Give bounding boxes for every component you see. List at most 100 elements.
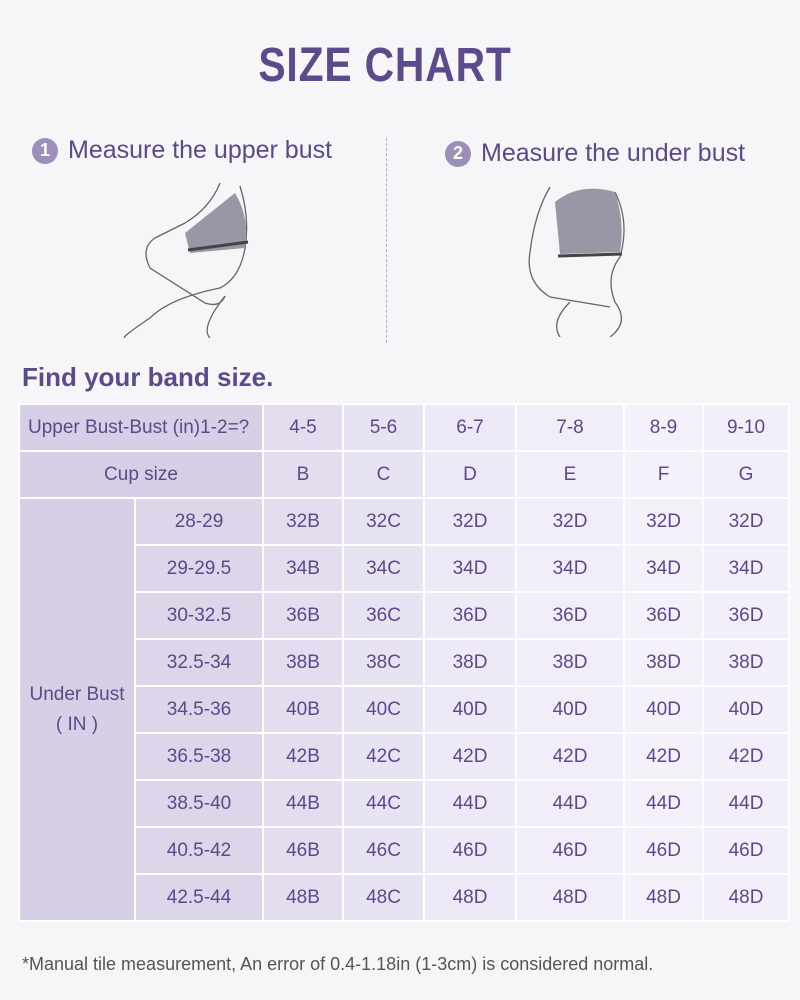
size-cell: 38B bbox=[262, 638, 344, 687]
size-cell: 44D bbox=[623, 779, 704, 828]
size-cell: 40B bbox=[262, 685, 344, 734]
size-cell: 38C bbox=[342, 638, 425, 687]
size-row: 36.5-38 42B 42C 42D 42D 42D 42D bbox=[19, 732, 790, 781]
size-row: 40.5-42 46B 46C 46D 46D 46D 46D bbox=[19, 826, 790, 875]
size-cell: 36C bbox=[342, 591, 425, 640]
cup-cell: B bbox=[262, 450, 344, 499]
header-cell: 8-9 bbox=[623, 403, 704, 452]
cup-cell: C bbox=[342, 450, 425, 499]
size-cell: 40D bbox=[515, 685, 625, 734]
size-cell: 32D bbox=[702, 497, 790, 546]
size-cell: 46B bbox=[262, 826, 344, 875]
size-cell: 42D bbox=[623, 732, 704, 781]
footnote: *Manual tile measurement, An error of 0.… bbox=[22, 954, 654, 974]
size-cell: 34D bbox=[623, 544, 704, 593]
range-cell: 30-32.5 bbox=[134, 591, 264, 640]
step-label: Measure the under bust bbox=[481, 139, 746, 167]
size-chart-table: Upper Bust-Bust (in)1-2=? 4-5 5-6 6-7 7-… bbox=[18, 403, 790, 922]
upper-bust-illustration bbox=[123, 182, 249, 338]
cup-label: Cup size bbox=[18, 450, 264, 499]
header-cell: 6-7 bbox=[423, 403, 517, 452]
size-cell: 44C bbox=[342, 779, 425, 828]
size-cell: 34D bbox=[423, 544, 517, 593]
step-upper-bust: 1 Measure the upper bust bbox=[32, 136, 332, 165]
size-cell: 36D bbox=[623, 591, 704, 640]
cup-cell: E bbox=[515, 450, 625, 499]
size-cell: 44B bbox=[262, 779, 344, 828]
range-cell: 38.5-40 bbox=[134, 779, 264, 828]
size-cell: 32D bbox=[423, 497, 517, 546]
range-cell: 40.5-42 bbox=[134, 826, 264, 875]
header-cell: 4-5 bbox=[262, 403, 344, 452]
range-cell: 34.5-36 bbox=[134, 685, 264, 734]
size-cell: 44D bbox=[515, 779, 625, 828]
size-cell: 46D bbox=[702, 826, 790, 875]
size-cell: 44D bbox=[423, 779, 517, 828]
size-cell: 48D bbox=[623, 873, 704, 922]
size-cell: 32B bbox=[262, 497, 344, 546]
size-cell: 40C bbox=[342, 685, 425, 734]
size-cell: 38D bbox=[702, 638, 790, 687]
size-cell: 38D bbox=[515, 638, 625, 687]
under-bust-illustration bbox=[528, 186, 625, 337]
header-cell: 9-10 bbox=[702, 403, 790, 452]
size-row: 34.5-36 40B 40C 40D 40D 40D 40D bbox=[19, 685, 790, 734]
step-number: 1 bbox=[32, 137, 58, 164]
size-cell: 34D bbox=[515, 544, 625, 593]
cup-cell: D bbox=[423, 450, 517, 499]
size-cell: 48B bbox=[262, 873, 344, 922]
size-cell: 32D bbox=[623, 497, 704, 546]
size-cell: 48D bbox=[423, 873, 517, 922]
step-label: Measure the upper bust bbox=[68, 136, 333, 164]
range-cell: 36.5-38 bbox=[134, 732, 264, 781]
size-row: Under Bust( IN ) 28-29 32B 32C 32D 32D 32D 32D bbox=[18, 497, 790, 922]
header-label: Upper Bust-Bust (in)1-2=? bbox=[18, 403, 264, 452]
size-cell: 34D bbox=[702, 544, 790, 593]
under-bust-title: Under Bust bbox=[29, 683, 125, 705]
step-number: 2 bbox=[445, 140, 471, 167]
header-cell: 5-6 bbox=[342, 403, 425, 452]
size-cell: 42D bbox=[423, 732, 517, 781]
under-bust-label: Under Bust ( IN ) bbox=[18, 497, 136, 922]
size-cell: 48D bbox=[515, 873, 625, 922]
difference-row: Upper Bust-Bust (in)1-2=? 4-5 5-6 6-7 7-… bbox=[18, 403, 790, 452]
size-cell: 36B bbox=[262, 591, 344, 640]
size-cell: 42D bbox=[702, 732, 790, 781]
cup-cell: F bbox=[623, 450, 704, 499]
under-bust-unit: ( IN ) bbox=[55, 713, 99, 735]
size-cell: 34C bbox=[342, 544, 425, 593]
size-cell: 36D bbox=[702, 591, 790, 640]
size-cell: 44D bbox=[702, 779, 790, 828]
page-title: SIZE CHART bbox=[258, 39, 512, 92]
size-cell: 32D bbox=[515, 497, 625, 546]
size-cell: 38D bbox=[423, 638, 517, 687]
size-row: 42.5-44 48B 48C 48D 48D 48D 48D bbox=[19, 873, 790, 922]
range-cell: 32.5-34 bbox=[134, 638, 264, 687]
section-heading: Find your band size. bbox=[22, 362, 274, 392]
size-cell: 36D bbox=[423, 591, 517, 640]
size-cell: 46C bbox=[342, 826, 425, 875]
size-row: 38.5-40 44B 44C 44D 44D 44D 44D bbox=[19, 779, 790, 828]
size-cell: 40D bbox=[702, 685, 790, 734]
size-cell: 48C bbox=[342, 873, 425, 922]
size-cell: 38D bbox=[623, 638, 704, 687]
range-cell: 29-29.5 bbox=[134, 544, 264, 593]
size-cell: 40D bbox=[623, 685, 704, 734]
range-cell: 28-29 bbox=[134, 497, 264, 546]
cup-row: Cup size B C D E F G bbox=[18, 450, 790, 499]
size-cell: 46D bbox=[623, 826, 704, 875]
header-cell: 7-8 bbox=[515, 403, 625, 452]
size-row: 29-29.5 34B 34C 34D 34D 34D 34D bbox=[19, 544, 790, 593]
size-cell: 42B bbox=[262, 732, 344, 781]
size-cell: 48D bbox=[702, 873, 790, 922]
size-cell: 34B bbox=[262, 544, 344, 593]
size-cell: 32C bbox=[342, 497, 425, 546]
size-cell: 40D bbox=[423, 685, 517, 734]
step-under-bust: 2 Measure the under bust bbox=[445, 139, 745, 168]
size-cell: 46D bbox=[423, 826, 517, 875]
size-cell: 42C bbox=[342, 732, 425, 781]
cup-cell: G bbox=[702, 450, 790, 499]
size-cell: 36D bbox=[515, 591, 625, 640]
size-cell: 46D bbox=[515, 826, 625, 875]
size-row: 32.5-34 38B 38C 38D 38D 38D 38D bbox=[19, 638, 790, 687]
